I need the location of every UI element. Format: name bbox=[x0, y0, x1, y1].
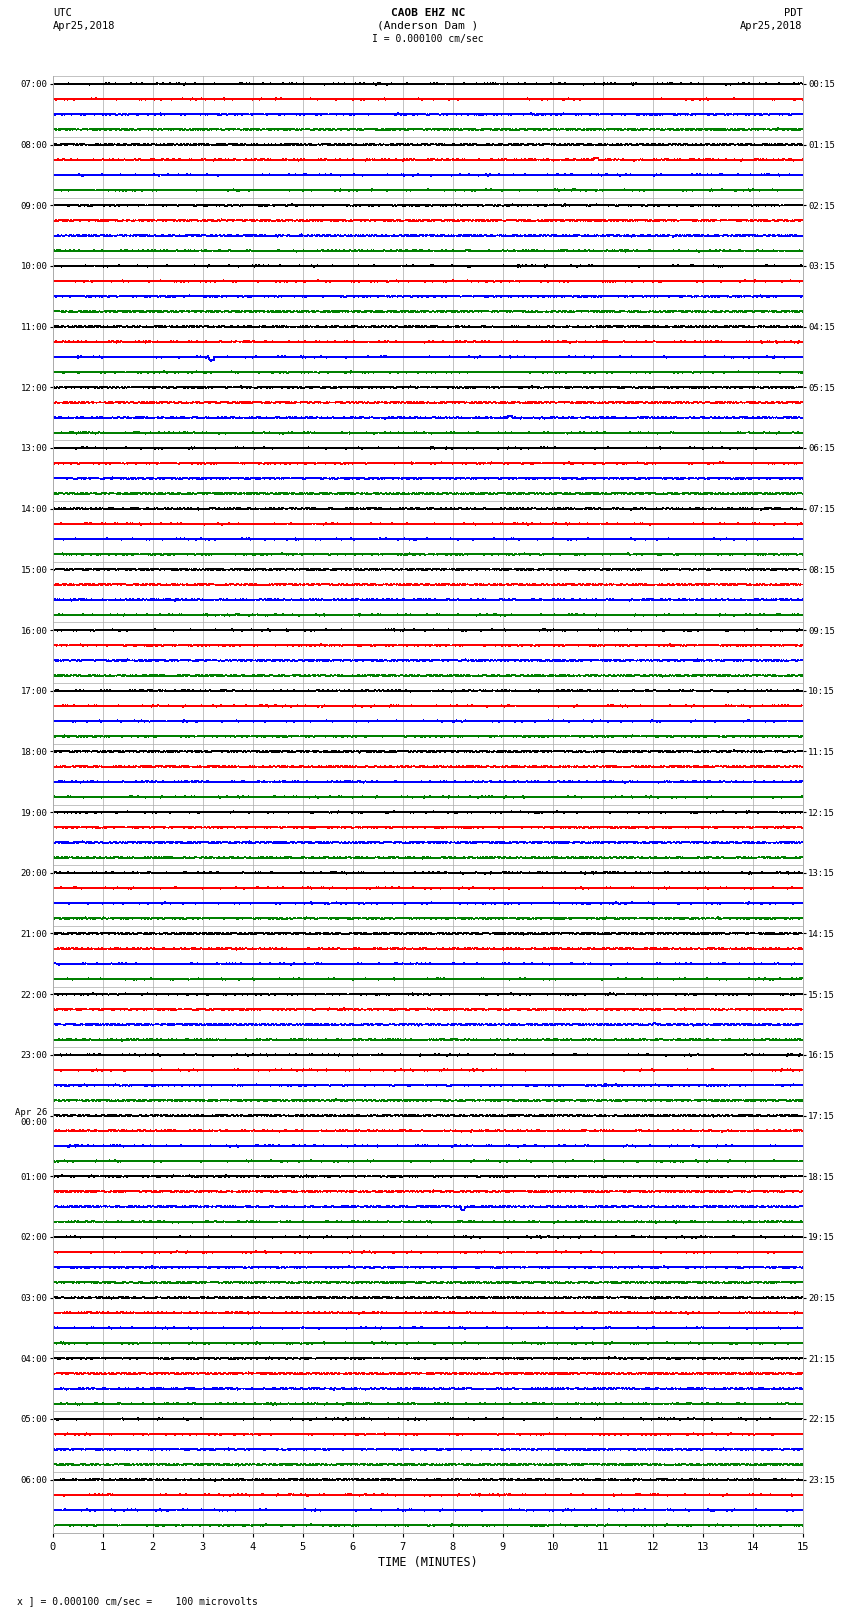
Text: I = 0.000100 cm/sec: I = 0.000100 cm/sec bbox=[371, 34, 484, 44]
Text: Apr25,2018: Apr25,2018 bbox=[740, 21, 802, 31]
Text: UTC: UTC bbox=[53, 8, 71, 18]
Text: CAOB EHZ NC: CAOB EHZ NC bbox=[390, 8, 465, 18]
X-axis label: TIME (MINUTES): TIME (MINUTES) bbox=[377, 1557, 478, 1569]
Text: (Anderson Dam ): (Anderson Dam ) bbox=[377, 21, 479, 31]
Text: x ] = 0.000100 cm/sec =    100 microvolts: x ] = 0.000100 cm/sec = 100 microvolts bbox=[17, 1597, 258, 1607]
Text: Apr25,2018: Apr25,2018 bbox=[53, 21, 116, 31]
Text: PDT: PDT bbox=[784, 8, 802, 18]
